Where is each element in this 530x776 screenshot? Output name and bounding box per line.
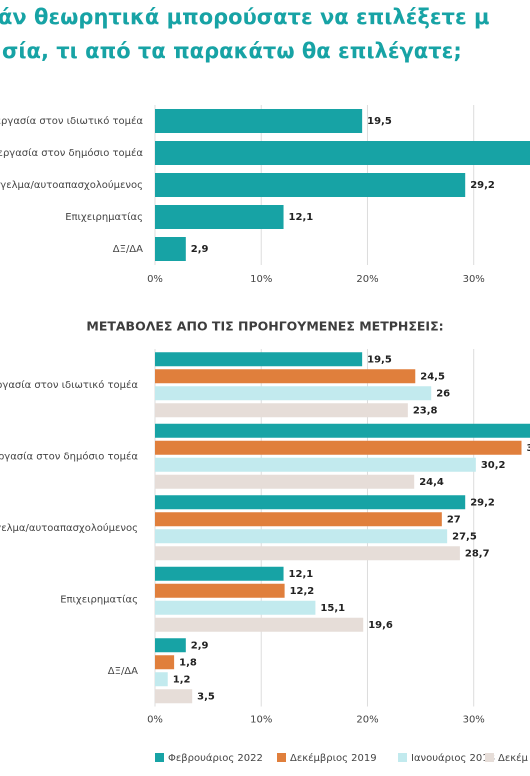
category-label: τη εργασία στον ιδιωτικό τομέα [0, 379, 138, 391]
value-label: 12,1 [289, 212, 314, 223]
bar [155, 672, 168, 687]
bar [155, 495, 466, 510]
value-label: 3,5 [197, 691, 215, 702]
x-tick-label: 30% [463, 274, 485, 285]
bar [155, 512, 442, 527]
value-label: 19,6 [368, 620, 393, 631]
bar [155, 369, 416, 384]
bar [155, 352, 363, 367]
legend-label: Ιανουάριος 2018 [411, 752, 495, 764]
value-label: 29,2 [470, 180, 495, 191]
x-tick-label: 0% [147, 715, 163, 726]
value-label: 24,4 [419, 477, 444, 488]
legend-swatch [485, 753, 494, 762]
bar [155, 141, 530, 165]
bar [155, 440, 522, 455]
bar [155, 583, 285, 598]
value-label: 24,5 [420, 371, 445, 382]
value-label: 15,1 [320, 603, 345, 614]
bar [155, 638, 186, 653]
category-label: ΔΞ/ΔΑ [108, 666, 138, 677]
category-label: τη εργασία στον δημόσιο τομέα [0, 450, 138, 462]
value-label: 19,5 [367, 354, 392, 365]
category-label: τη εργασία στον ιδιωτικό τομέα [0, 115, 143, 127]
value-label: 19,5 [367, 116, 392, 127]
bar [155, 423, 530, 438]
bar [155, 237, 186, 261]
value-label: 2,9 [191, 640, 209, 651]
value-label: 28,7 [465, 548, 490, 559]
legend-swatch [398, 753, 407, 762]
bar [155, 457, 476, 472]
value-label: 12,1 [289, 569, 314, 580]
bar [155, 546, 460, 561]
value-label: 2,9 [191, 244, 209, 255]
value-label: 34,5 [527, 443, 530, 454]
bar [155, 566, 284, 581]
category-label: Επιχειρηματίας [65, 211, 143, 223]
x-tick-label: 0% [147, 274, 163, 285]
bar [155, 689, 193, 704]
legend-swatch [277, 753, 286, 762]
chart-title: άν θεωρητικά μπορούσατε να επιλέξετε μ [0, 5, 489, 29]
bar [155, 386, 432, 401]
legend-swatch [155, 753, 164, 762]
x-tick-label: 20% [356, 715, 378, 726]
legend-label: Δεκέμβριος 2019 [290, 752, 377, 764]
category-label: ΔΞ/ΔΑ [113, 244, 143, 255]
legend-label: Δεκέμ [498, 752, 529, 764]
x-tick-label: 30% [463, 715, 485, 726]
chart-title: σία, τι από τα παρακάτω θα επιλέγατε; [2, 39, 462, 63]
bar [155, 600, 316, 615]
legend-label: Φεβρουάριος 2022 [168, 752, 263, 764]
value-label: 26 [436, 388, 450, 399]
bar [155, 403, 408, 418]
x-tick-label: 20% [356, 274, 378, 285]
value-label: 30,2 [481, 460, 506, 471]
bar [155, 529, 448, 544]
value-label: 29,2 [470, 497, 495, 508]
category-label: άγγελμα/αυτοαπασχολούμενος [0, 179, 143, 191]
bar [155, 617, 364, 632]
category-label: άγγελμα/αυτοαπασχολούμενος [0, 522, 138, 534]
value-label: 12,2 [290, 586, 315, 597]
bar [155, 173, 466, 197]
bar [155, 474, 415, 489]
value-label: 27,5 [452, 531, 477, 542]
x-tick-label: 10% [250, 274, 272, 285]
x-tick-label: 10% [250, 715, 272, 726]
bar [155, 109, 363, 133]
value-label: 27 [447, 514, 461, 525]
category-label: Επιχειρηματίας [60, 593, 138, 605]
value-label: 23,8 [413, 405, 438, 416]
bar [155, 205, 284, 229]
chart-subtitle: ΜΕΤΑΒΟΛΕΣ ΑΠΟ ΤΙΣ ΠΡΟΗΓΟΥΜΕΝΕΣ ΜΕΤΡΗΣΕΙΣ… [86, 319, 443, 334]
value-label: 1,2 [173, 674, 191, 685]
category-label: τη εργασία στον δημόσιο τομέα [0, 147, 143, 159]
bar [155, 655, 175, 670]
value-label: 1,8 [179, 657, 197, 668]
